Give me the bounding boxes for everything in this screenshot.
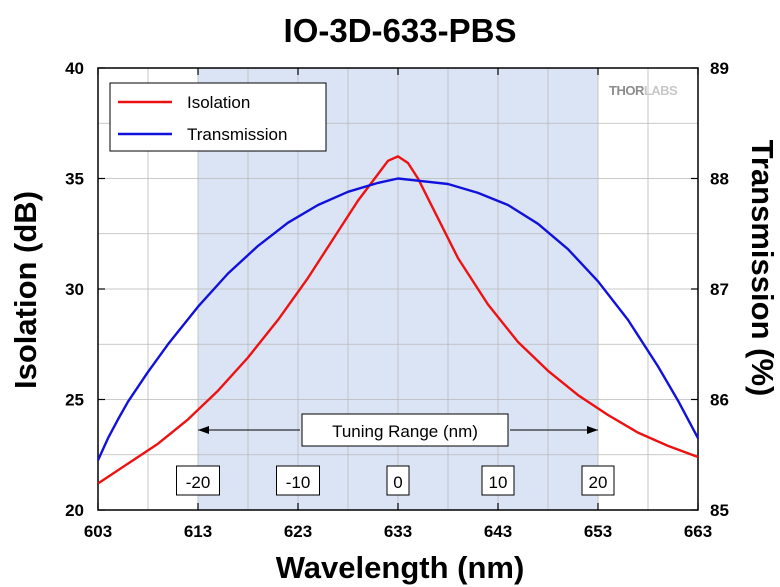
x-tick-label: 663 [684, 522, 712, 541]
legend-isolation-label: Isolation [187, 93, 250, 112]
logo-part2: LABS [644, 83, 678, 98]
y-tick-label: 20 [65, 501, 84, 520]
range-label: -10 [286, 473, 311, 492]
legend: Isolation Transmission [109, 82, 327, 152]
range-label: 0 [393, 473, 402, 492]
range-label: 10 [489, 473, 508, 492]
y2-tick-label: 87 [710, 280, 729, 299]
tuning-range-label: Tuning Range (nm) [332, 422, 478, 441]
x-tick-label: 643 [484, 522, 512, 541]
series-group [96, 155, 700, 485]
y-tick-label: 40 [65, 59, 84, 78]
y-axis-label: Isolation (dB) [8, 191, 43, 389]
series-line-isolation [97, 155, 699, 485]
y-tick-label: 30 [65, 280, 84, 299]
tuning-arrowhead-right [587, 426, 598, 434]
x-tick-label: 613 [184, 522, 212, 541]
chart-title: IO-3D-633-PBS [284, 12, 517, 49]
y2-tick-label: 85 [710, 501, 729, 520]
y2-tick-label: 86 [710, 391, 729, 410]
legend-box [109, 82, 327, 152]
range-label-box [581, 465, 615, 496]
x-tick-label: 653 [584, 522, 612, 541]
x-axis-label: Wavelength (nm) [276, 550, 525, 585]
tuning-arrowhead-left [198, 426, 209, 434]
thorlabs-logo: THORLABS [609, 83, 678, 98]
range-label-box [386, 465, 410, 496]
legend-transmission-label: Transmission [187, 125, 287, 144]
y2-tick-label: 89 [710, 59, 729, 78]
x-tick-label: 633 [384, 522, 412, 541]
range-labels: -20 -10 0 10 20 [176, 465, 615, 496]
x-tick-label: 623 [284, 522, 312, 541]
tuning-range-box [301, 413, 509, 447]
range-label-box [481, 465, 515, 496]
series-line-transmission [96, 177, 700, 461]
range-label-box [276, 465, 320, 496]
x-tick-label: 603 [84, 522, 112, 541]
y2-tick-label: 88 [710, 170, 729, 189]
y-tick-label: 25 [65, 391, 84, 410]
range-label-box [176, 465, 220, 496]
range-label: 20 [589, 473, 608, 492]
y-tick-label: 35 [65, 170, 84, 189]
axis-ticks: 603 613 623 633 643 653 663 20 25 30 35 40 85 86 87 88 8… [65, 59, 729, 541]
y2-axis-label: Transmission (%) [745, 140, 780, 397]
range-label: -20 [186, 473, 211, 492]
tuning-range-annotation: Tuning Range (nm) [198, 413, 598, 447]
logo-part1: THOR [609, 83, 645, 98]
